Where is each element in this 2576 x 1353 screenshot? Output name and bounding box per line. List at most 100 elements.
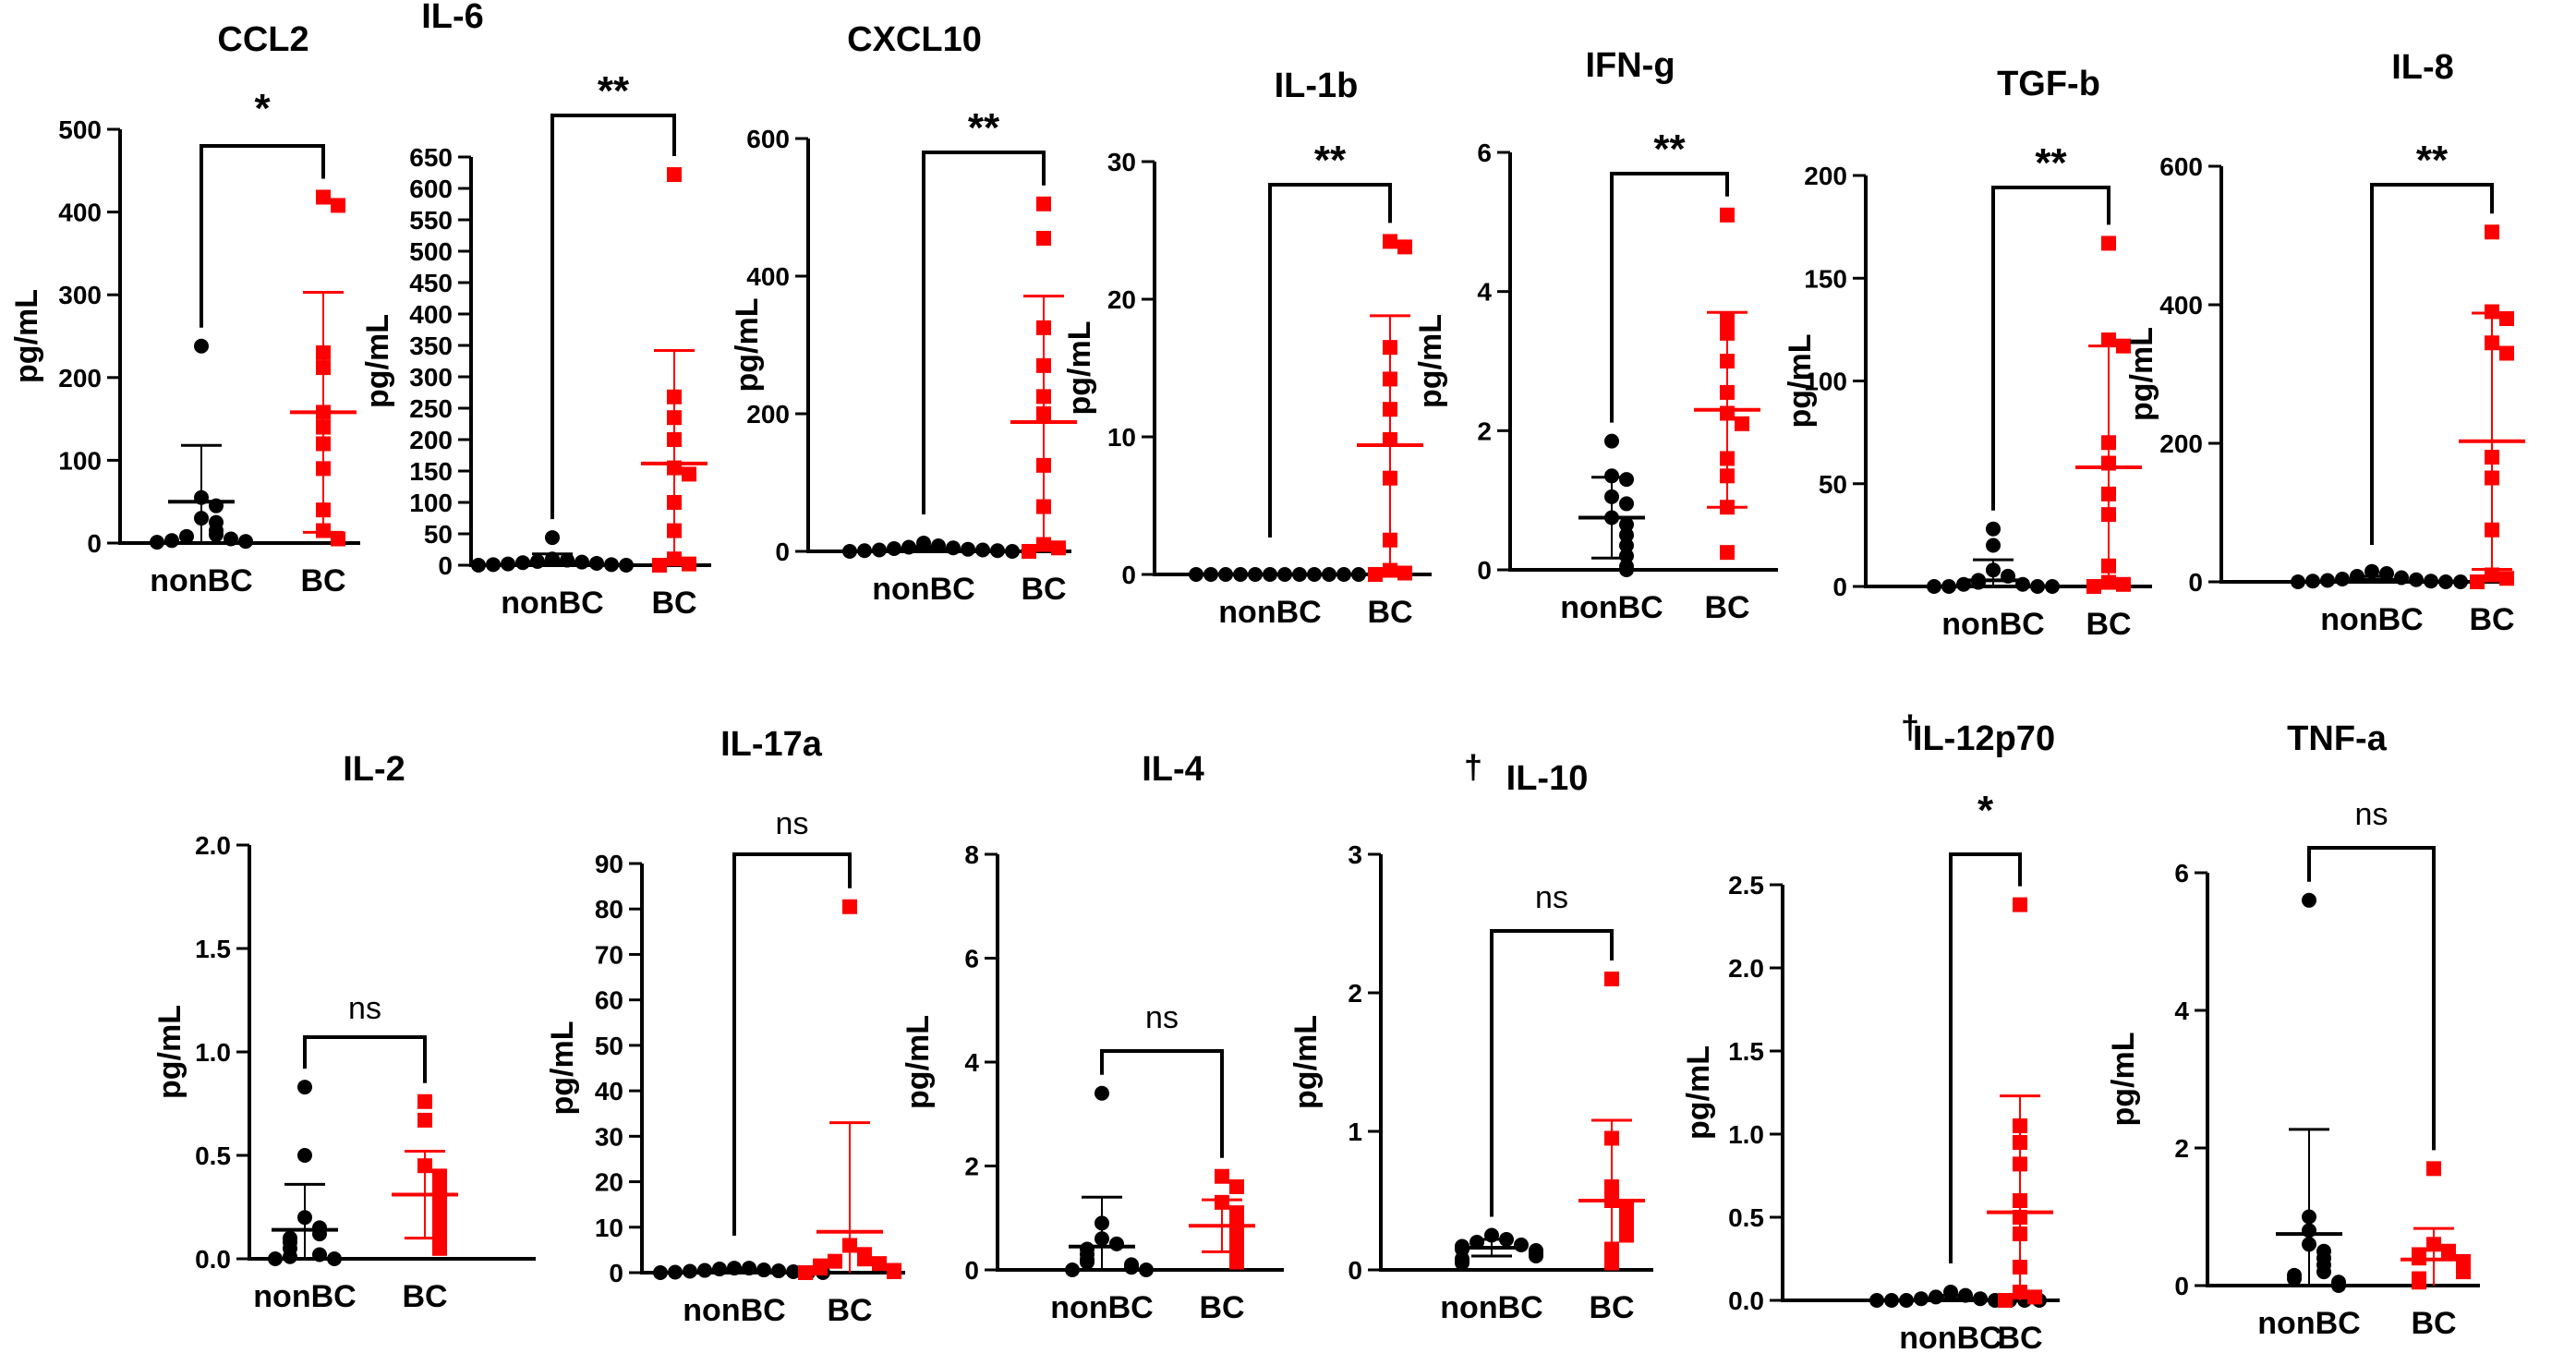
series-bc bbox=[641, 167, 707, 573]
y-tick-label: 4 bbox=[2174, 997, 2189, 1025]
data-point bbox=[667, 389, 682, 405]
y-tick-label: 0 bbox=[1477, 556, 1492, 585]
data-point bbox=[872, 1256, 887, 1272]
significance-label: ** bbox=[598, 68, 630, 114]
y-tick-label: 50 bbox=[595, 1032, 623, 1060]
panel-ccl2: CCL2 pg/mL 0 100 200 300 400 500 nonBC BC * bbox=[9, 20, 360, 598]
x-tick-label-nonbc: nonBC bbox=[2320, 602, 2423, 637]
data-point bbox=[1383, 402, 1397, 417]
data-point bbox=[2101, 486, 2116, 501]
chart-title: IL-10 bbox=[1506, 759, 1589, 798]
data-point bbox=[316, 189, 331, 205]
data-point bbox=[619, 558, 634, 573]
data-point bbox=[1080, 1254, 1094, 1270]
data-point bbox=[1514, 1238, 1529, 1252]
x-tick-label-bc: BC bbox=[1367, 595, 1412, 630]
y-tick-label: 300 bbox=[58, 281, 102, 309]
data-point bbox=[1383, 562, 1397, 578]
data-point bbox=[1368, 567, 1383, 582]
panel-cxcl10: CXCL10 pg/mL 0 200 400 600 nonBC BC ** bbox=[730, 20, 1077, 607]
data-point bbox=[1604, 1255, 1619, 1271]
panel-ifn-g: IFN-g pg/mL 0 2 4 6 nonBC BC ** bbox=[1413, 46, 1778, 625]
x-tick-label-bc: BC bbox=[2411, 1306, 2456, 1341]
data-point bbox=[1941, 579, 1956, 594]
data-point bbox=[316, 523, 331, 538]
data-point bbox=[1397, 565, 1412, 581]
significance-bracket bbox=[1610, 172, 1729, 423]
y-tick-label: 1.0 bbox=[195, 1038, 231, 1067]
data-point bbox=[316, 419, 331, 435]
significance-label: ** bbox=[968, 105, 1000, 151]
y-tick-label: 0 bbox=[1832, 573, 1847, 601]
x-tick-label-bc: BC bbox=[1704, 590, 1749, 625]
data-point bbox=[316, 461, 331, 477]
data-point bbox=[2409, 572, 2424, 587]
y-tick-label: 450 bbox=[409, 269, 453, 297]
data-point bbox=[2013, 1285, 2027, 1299]
data-point bbox=[316, 344, 331, 360]
data-point bbox=[2013, 1135, 2027, 1150]
y-axis-label: pg/mL bbox=[9, 289, 44, 383]
series-nonbc bbox=[1065, 1085, 1154, 1277]
y-tick-label: 150 bbox=[1804, 264, 1847, 293]
data-point bbox=[471, 558, 486, 573]
series-bc bbox=[1578, 972, 1645, 1271]
y-tick-label: 2 bbox=[2174, 1134, 2189, 1163]
y-tick-label: 0 bbox=[2174, 1272, 2189, 1300]
y-axis-label: pg/mL bbox=[2106, 1033, 2141, 1127]
data-point bbox=[842, 544, 857, 559]
data-point bbox=[1884, 1293, 1899, 1308]
series-bc bbox=[290, 189, 357, 547]
data-point bbox=[1720, 468, 1735, 484]
y-tick-label: 10 bbox=[1107, 423, 1136, 452]
data-point bbox=[1899, 1293, 1914, 1308]
data-point bbox=[668, 1264, 683, 1280]
x-tick-label-nonbc: nonBC bbox=[1941, 607, 2044, 642]
data-point bbox=[2424, 574, 2438, 589]
y-tick-label: 200 bbox=[1804, 162, 1847, 190]
data-point bbox=[2027, 1289, 2042, 1305]
data-point bbox=[1455, 1255, 1469, 1271]
significance-label: ** bbox=[2035, 140, 2067, 186]
chart-title: IL-4 bbox=[1142, 750, 1204, 789]
y-tick-label: 600 bbox=[746, 125, 790, 153]
data-point bbox=[742, 1261, 756, 1276]
data-point bbox=[901, 539, 916, 555]
data-point bbox=[1215, 1168, 1229, 1184]
x-tick-label-bc: BC bbox=[1589, 1290, 1634, 1325]
x-tick-label-bc: BC bbox=[300, 563, 345, 598]
y-tick-label: 6 bbox=[964, 945, 979, 973]
y-tick-label: 400 bbox=[2159, 291, 2203, 320]
data-point bbox=[1529, 1249, 1543, 1263]
data-point bbox=[2013, 1118, 2027, 1133]
significance-bracket bbox=[550, 114, 676, 520]
y-tick-label: 0 bbox=[1121, 561, 1136, 589]
x-tick-label-bc: BC bbox=[1997, 1321, 2042, 1353]
y-tick-label: 0 bbox=[87, 529, 102, 558]
data-point bbox=[331, 531, 345, 547]
data-point bbox=[268, 1251, 283, 1266]
data-point bbox=[1383, 470, 1397, 486]
data-point bbox=[501, 556, 515, 572]
data-point bbox=[1383, 371, 1397, 387]
data-point bbox=[1094, 1085, 1109, 1101]
data-point bbox=[667, 410, 682, 426]
data-point bbox=[727, 1261, 742, 1276]
data-point bbox=[2485, 450, 2499, 465]
data-point bbox=[1720, 451, 1735, 466]
data-point bbox=[990, 543, 1005, 559]
title-dagger: † bbox=[1464, 748, 1482, 786]
y-tick-label: 6 bbox=[2174, 859, 2189, 888]
panel-tnf-a: TNF-a pg/mL 0 2 4 6 nonBC BC ns bbox=[2106, 719, 2480, 1341]
y-axis-label: pg/mL bbox=[1783, 334, 1818, 429]
data-point bbox=[179, 528, 194, 544]
data-point bbox=[1383, 532, 1397, 548]
data-point bbox=[417, 1112, 432, 1128]
data-point bbox=[872, 542, 887, 558]
data-point bbox=[2364, 563, 2379, 579]
data-point bbox=[1720, 354, 1735, 368]
data-point bbox=[2485, 335, 2499, 351]
data-point bbox=[2485, 224, 2499, 240]
data-point bbox=[1720, 545, 1735, 561]
